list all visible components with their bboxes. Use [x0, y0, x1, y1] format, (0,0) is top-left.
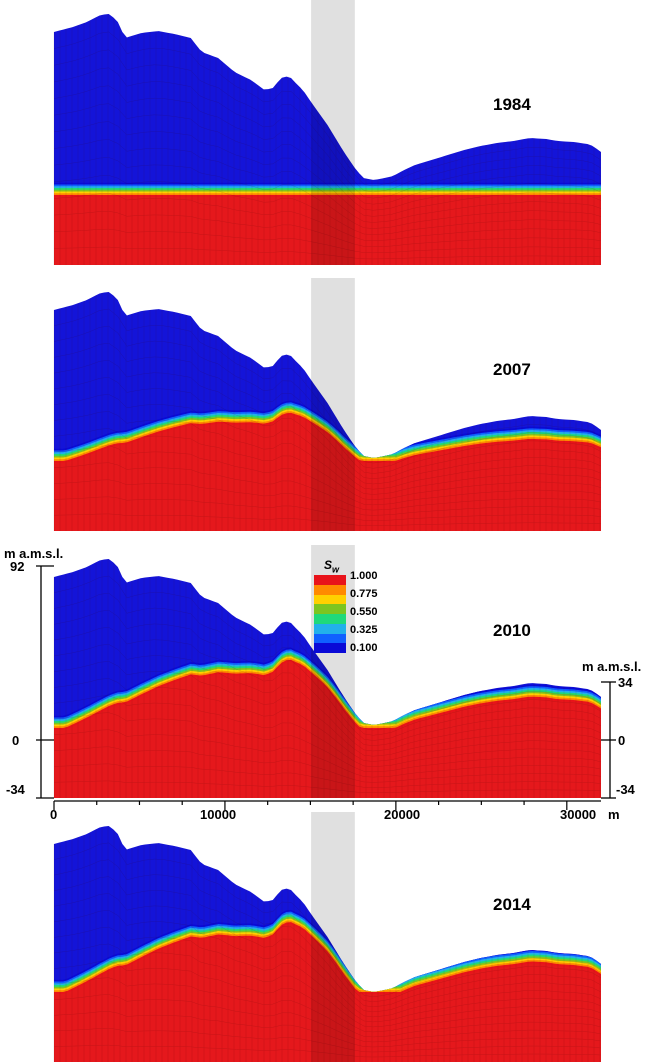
panel-1984: 1984: [0, 0, 664, 270]
year-label-2007: 2007: [493, 360, 531, 379]
panel-2014: 2014: [0, 812, 664, 1062]
x-tick-0: 0: [50, 807, 58, 822]
saturated-zone: [54, 197, 601, 265]
cross-section-2007: [53, 278, 602, 531]
saturation-legend: Sw 1.000 0.775 0.550 0.325 0.100: [306, 558, 386, 658]
cross-section-2010: [53, 545, 602, 798]
cross-section-2014: [53, 812, 602, 1062]
cross-section-1984: [53, 0, 602, 265]
mesh-refinement-zone: [311, 278, 355, 531]
x-tick-20000: 20000: [384, 807, 421, 822]
right-tick-34: 34: [618, 675, 633, 690]
legend-swatch: [314, 623, 346, 634]
legend-title-sub: w: [332, 564, 340, 575]
legend-swatch: [314, 575, 346, 585]
right-axis-unit: m a.m.s.l.: [582, 659, 642, 674]
year-label-1984: 1984: [493, 95, 531, 114]
x-tick-30000: 30000: [560, 807, 597, 822]
legend-swatch: [314, 604, 346, 614]
legend-label-0550: 0.550: [350, 606, 378, 618]
left-tick-minus34: -34: [6, 782, 25, 797]
legend-title: Sw: [324, 558, 339, 574]
legend-swatch: [314, 614, 346, 624]
left-tick-92: 92: [10, 559, 25, 574]
saturated-zone: [54, 924, 601, 1062]
mesh-grid: [53, 14, 602, 265]
legend-label-1000: 1.000: [350, 570, 378, 582]
mesh-grid: [53, 292, 602, 531]
legend-label-0100: 0.100: [350, 642, 378, 654]
legend-label-0325: 0.325: [350, 624, 378, 636]
legend-colorbar: [314, 575, 346, 653]
legend-title-main: S: [324, 558, 333, 572]
year-label-2010: 2010: [493, 621, 531, 640]
year-label-2014: 2014: [493, 895, 531, 914]
right-tick-minus34: -34: [616, 782, 635, 797]
left-axis-unit: m a.m.s.l.: [4, 546, 64, 561]
panel-2007: 2007: [0, 278, 664, 538]
mesh-grid: [53, 559, 602, 798]
legend-swatch: [314, 584, 346, 595]
legend-swatch: [314, 633, 346, 644]
saturated-zone: [54, 414, 601, 531]
right-tick-0: 0: [618, 733, 626, 748]
x-tick-10000: 10000: [200, 807, 237, 822]
x-axis-unit: m: [608, 807, 620, 822]
saturated-zone: [54, 661, 601, 798]
mesh-refinement-zone: [311, 0, 355, 265]
panel-2010: 2010: [0, 545, 664, 807]
mesh-grid: [53, 826, 602, 1062]
mesh-refinement-zone: [311, 812, 355, 1062]
legend-label-0775: 0.775: [350, 588, 378, 600]
legend-swatch: [314, 643, 346, 653]
left-tick-0: 0: [12, 733, 20, 748]
legend-swatch: [314, 594, 346, 605]
